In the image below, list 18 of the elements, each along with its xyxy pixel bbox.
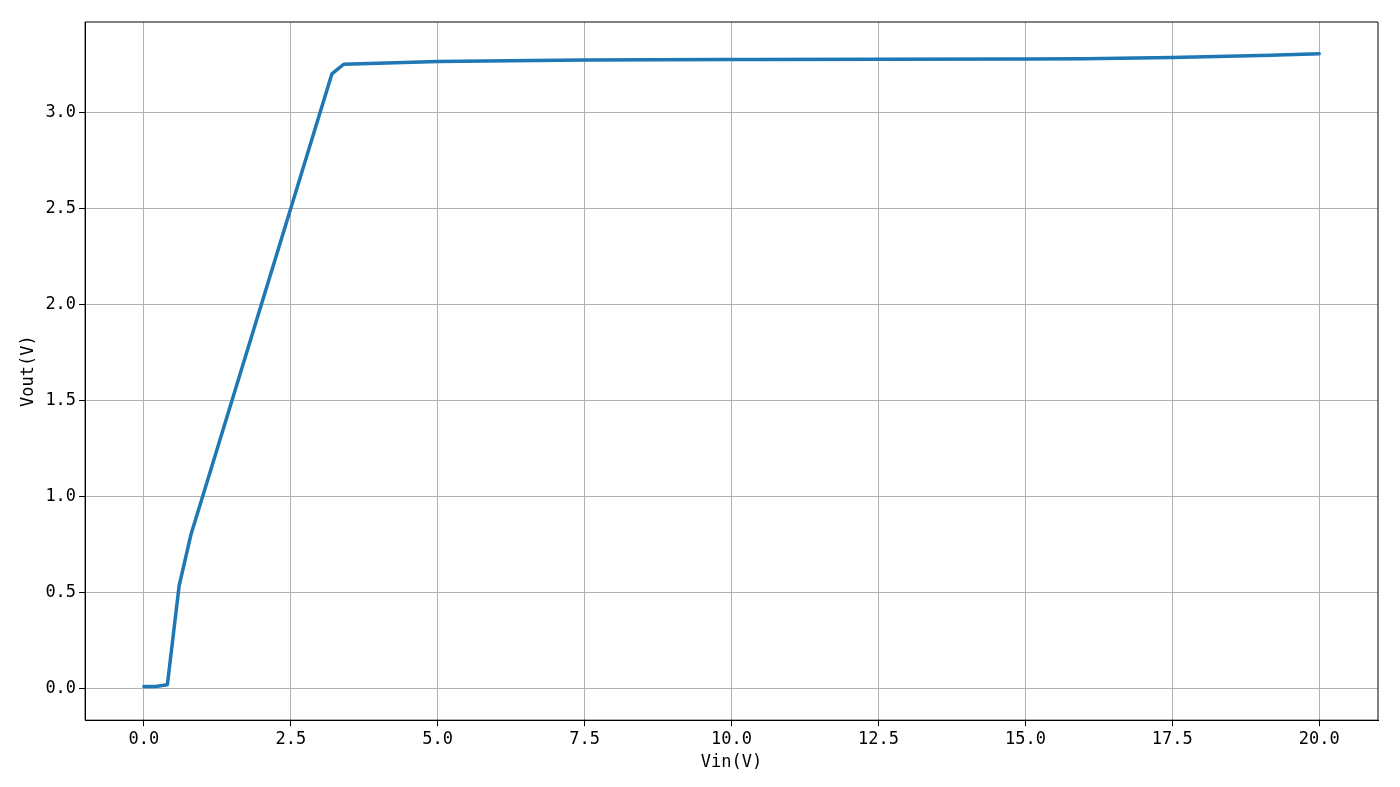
y-tick-label: 0.0 (45, 676, 77, 697)
y-tick-label: 1.0 (45, 484, 77, 505)
x-axis-title: Vin(V) (700, 751, 763, 772)
y-tick-label: 2.5 (45, 196, 77, 217)
x-tick-label: 20.0 (1298, 727, 1340, 748)
y-axis-title: Vout(V) (16, 335, 37, 407)
x-tick-label: 17.5 (1151, 727, 1193, 748)
x-tick-label: 0.0 (128, 727, 160, 748)
y-tick-label: 0.5 (45, 580, 77, 601)
y-tick-label: 2.0 (45, 292, 77, 313)
x-tick-label: 15.0 (1004, 727, 1046, 748)
y-tick-label: 1.5 (45, 388, 77, 409)
x-tick-label: 10.0 (711, 727, 753, 748)
y-tick-label: 3.0 (45, 100, 77, 121)
x-tick-label: 2.5 (275, 727, 307, 748)
x-tick-label: 5.0 (422, 727, 454, 748)
x-tick-label: 7.5 (569, 727, 600, 748)
x-tick-label: 12.5 (858, 727, 899, 748)
